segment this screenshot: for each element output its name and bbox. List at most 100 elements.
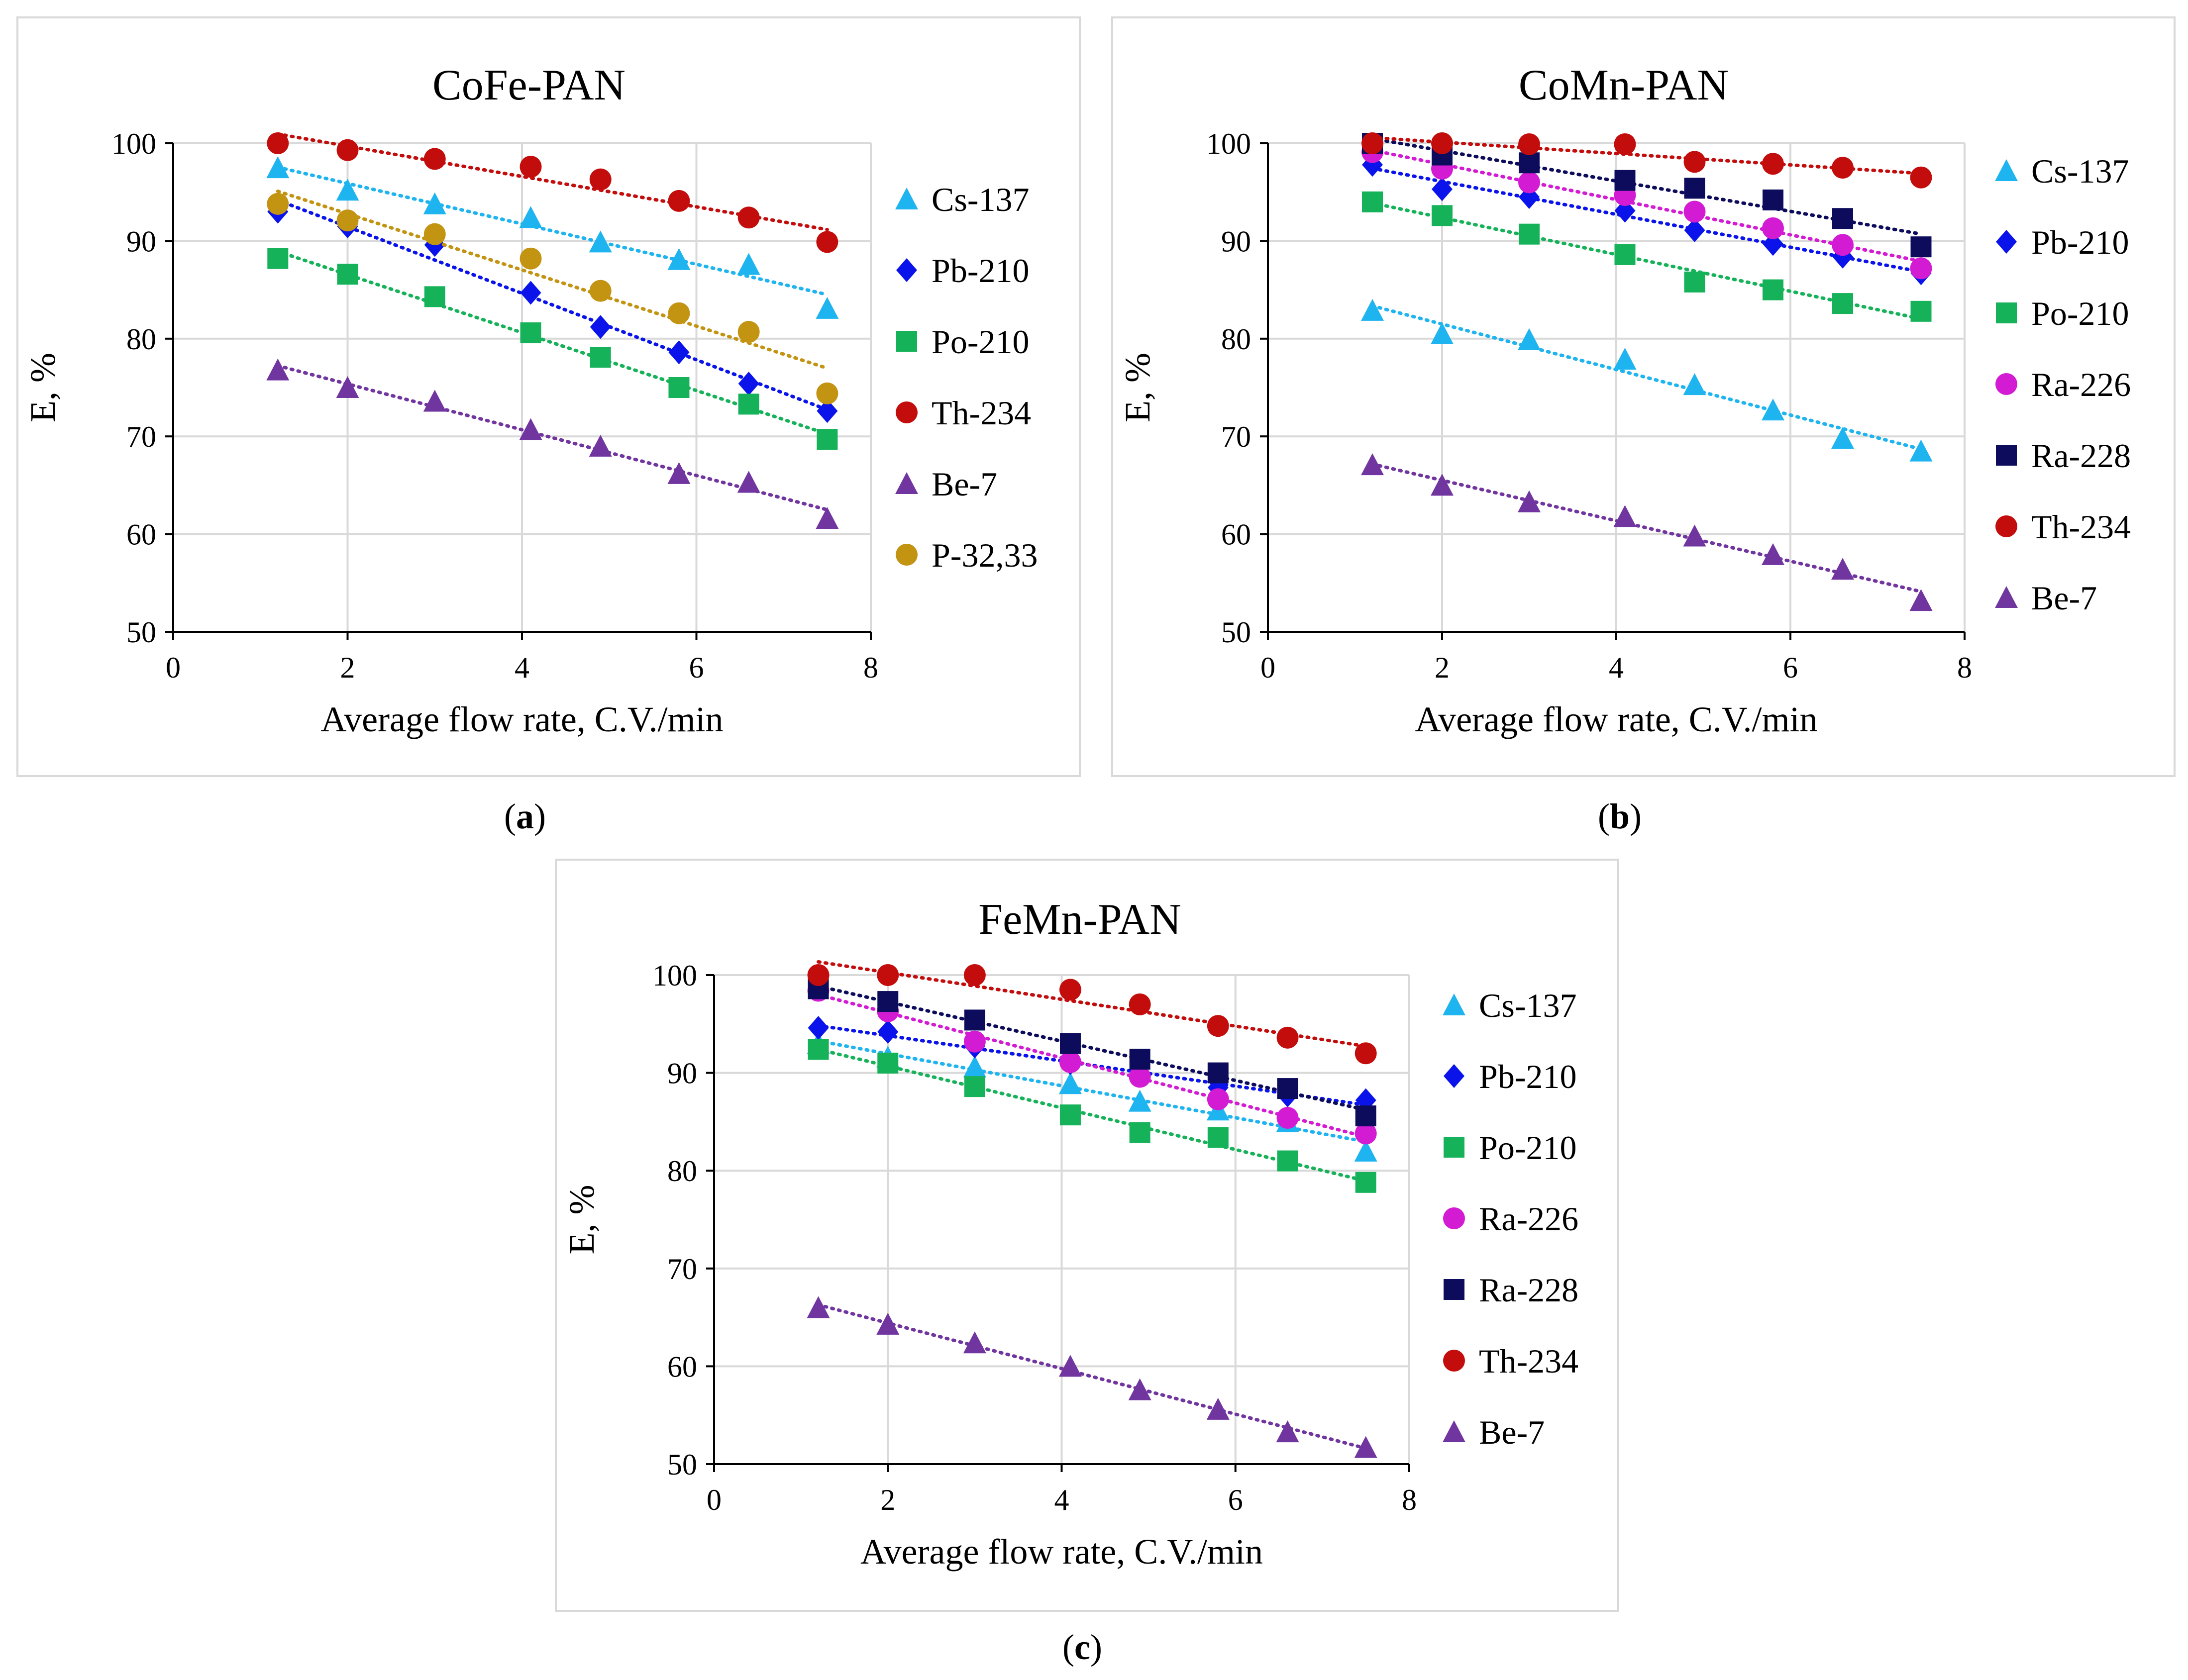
legend-label: P-32,33 (932, 536, 1038, 574)
series-po-210 (1362, 191, 1932, 322)
legend-item-cs-137: Cs-137 (1443, 987, 1576, 1024)
trendline-pb-210 (1370, 166, 1923, 274)
legend-marker-be-7 (1995, 586, 2018, 608)
series-p-32-33 (267, 189, 838, 404)
data-point-po-210 (1614, 244, 1636, 265)
data-point-th-234 (589, 168, 612, 191)
legend-label: Pb-210 (2031, 223, 2129, 261)
data-point-be-7 (1762, 543, 1784, 565)
legend-item-th-234: Th-234 (1995, 508, 2131, 546)
data-point-ra-228 (964, 1009, 985, 1031)
data-point-ra-228 (1763, 189, 1783, 210)
legend-label: Ra-226 (1479, 1200, 1578, 1238)
data-point-cs-137 (519, 206, 542, 228)
data-point-be-7 (1354, 1436, 1377, 1458)
data-point-po-210 (1362, 191, 1383, 212)
data-point-ra-226 (963, 1030, 986, 1053)
trendline-p-32-33 (276, 189, 829, 370)
series-th-234 (1361, 132, 1932, 189)
data-point-be-7 (1613, 505, 1637, 527)
y-tick-label: 60 (126, 518, 156, 551)
data-point-ra-226 (1683, 200, 1706, 223)
legend-label: Be-7 (2031, 579, 2097, 617)
series-be-7 (266, 358, 839, 529)
data-point-pb-210 (817, 399, 838, 423)
trendline-po-210 (817, 1047, 1368, 1183)
data-point-ra-226 (1910, 257, 1932, 280)
series-th-234 (807, 960, 1377, 1065)
data-point-pb-210 (668, 340, 690, 365)
legend-marker-po-210 (896, 331, 917, 352)
data-point-cs-137 (1831, 427, 1854, 449)
data-point-cs-137 (1518, 328, 1541, 350)
data-point-be-7 (1206, 1397, 1230, 1420)
legend-item-cs-137: Cs-137 (1995, 152, 2129, 190)
legend-marker-cs-137 (895, 188, 918, 209)
x-tick-label: 8 (1402, 1483, 1417, 1516)
data-point-be-7 (1831, 558, 1854, 580)
data-point-ra-226 (1354, 1122, 1377, 1145)
legend-label: Be-7 (932, 465, 997, 503)
data-point-ra-228 (1910, 236, 1932, 258)
legend-item-be-7: Be-7 (1443, 1413, 1545, 1451)
data-point-th-234 (1276, 1026, 1299, 1049)
legend-marker-po-210 (1444, 1137, 1464, 1158)
series-be-7 (1361, 453, 1933, 611)
x-axis-title: Average flow rate, C.V./min (320, 699, 723, 739)
data-point-po-210 (337, 264, 358, 285)
legend-label: Th-234 (2031, 508, 2131, 546)
data-point-th-234 (1361, 132, 1383, 154)
series-po-210 (267, 248, 838, 450)
x-tick-label: 4 (1054, 1483, 1069, 1516)
x-tick-label: 4 (1609, 651, 1624, 684)
legend-label: Be-7 (1479, 1413, 1545, 1451)
y-tick-label: 70 (126, 420, 156, 453)
legend-marker-pb-210 (896, 258, 917, 282)
data-point-po-210 (1207, 1127, 1229, 1148)
y-tick-label: 90 (667, 1057, 697, 1090)
legend-item-ra-228: Ra-228 (1444, 1271, 1578, 1309)
data-point-po-210 (1832, 293, 1853, 314)
y-tick-label: 70 (1221, 420, 1251, 453)
data-point-th-234 (1832, 157, 1854, 179)
data-point-cs-137 (1431, 322, 1454, 344)
legend-item-pb-210: Pb-210 (896, 252, 1029, 290)
legend-item-po-210: Po-210 (896, 323, 1029, 361)
data-point-ra-226 (1518, 171, 1540, 194)
data-point-ra-228 (1614, 170, 1636, 191)
data-point-ra-228 (1207, 1062, 1229, 1084)
data-point-th-234 (807, 964, 830, 986)
series-th-234 (267, 132, 838, 253)
data-point-pb-210 (808, 1016, 829, 1040)
data-point-cs-137 (589, 230, 612, 253)
data-point-cs-137 (1762, 398, 1784, 421)
panel-femn-pan: FeMn-PAN 50 60 70 80 90 100 0 2 4 6 8 Average flow r… (555, 859, 1619, 1612)
x-tick-label: 0 (707, 1483, 722, 1516)
series-ra-226 (1361, 141, 1932, 280)
data-point-cs-137 (1613, 348, 1637, 370)
trendline-po-210 (276, 249, 829, 436)
x-axis-title: Average flow rate, C.V./min (1415, 699, 1817, 739)
legend: Cs-137 Pb-210 Po-210 Th-234 Be-7 P-32,33 (895, 181, 1038, 574)
legend-item-ra-226: Ra-226 (1443, 1200, 1578, 1238)
data-point-pb-210 (1763, 232, 1783, 256)
legend-marker-be-7 (1443, 1420, 1465, 1442)
data-point-ra-228 (1059, 1033, 1081, 1054)
data-point-p-32-33 (589, 280, 612, 302)
data-point-po-210 (520, 322, 541, 344)
data-point-po-210 (1129, 1122, 1150, 1143)
x-tick-label: 0 (166, 651, 181, 684)
data-point-p-32-33 (816, 382, 838, 404)
data-point-th-234 (1354, 1042, 1377, 1065)
legend-label: Cs-137 (932, 181, 1029, 218)
legend-item-cs-137: Cs-137 (895, 181, 1029, 218)
trendline-pb-210 (276, 198, 829, 412)
legend-item-pb-210: Pb-210 (1444, 1058, 1576, 1095)
legend-marker-be-7 (895, 472, 918, 494)
data-point-ra-228 (1129, 1049, 1150, 1070)
data-point-ra-226 (1762, 217, 1784, 239)
legend-marker-cs-137 (1995, 159, 2018, 181)
chart-title: FeMn-PAN (978, 895, 1181, 944)
data-point-p-32-33 (737, 321, 760, 343)
data-point-po-210 (424, 286, 445, 307)
